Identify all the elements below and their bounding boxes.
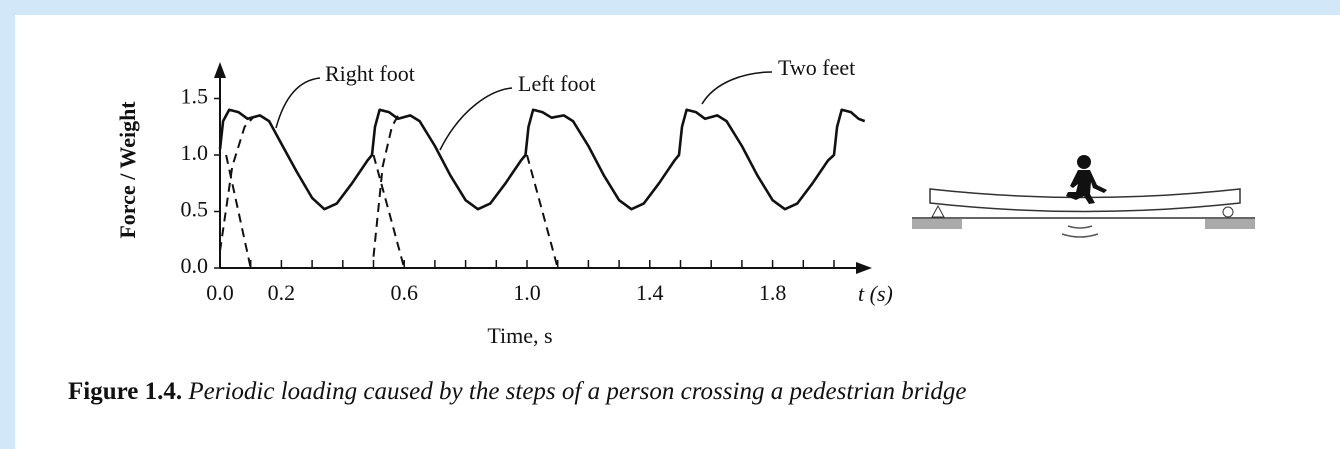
annotation: Right foot (325, 61, 415, 86)
caption-text: Periodic loading caused by the steps of … (188, 378, 967, 405)
x-tick-label: 1.4 (636, 280, 664, 305)
bridge-illustration (912, 155, 1255, 238)
line (219, 114, 399, 257)
leader (275, 77, 321, 129)
y-tick-label: 1.0 (181, 140, 209, 165)
x-axis-end-label: t (s) (858, 281, 893, 306)
x-tick-label: 1.0 (513, 280, 541, 305)
panel (15, 15, 1340, 449)
x-tick-label: 0.6 (390, 280, 418, 305)
y-tick-label: 0.5 (181, 197, 209, 222)
line (218, 108, 866, 211)
x-tick-label: 1.8 (759, 280, 787, 305)
line (225, 154, 559, 269)
leader (439, 87, 513, 151)
y-arrow (214, 62, 226, 78)
y-tick-label: 0.0 (181, 253, 209, 278)
x-axis-label: Time, s (487, 323, 552, 348)
annotation: Two feet (778, 55, 855, 80)
caption-label: Figure 1.4. (68, 378, 183, 405)
x-arrow (856, 262, 872, 274)
x-tick-label: 0.2 (268, 280, 296, 305)
x-tick-label: 0.0 (206, 280, 234, 305)
leader (701, 71, 773, 105)
annotation: Left foot (518, 71, 596, 96)
y-tick-label: 1.5 (181, 84, 209, 109)
caption: Figure 1.4. Periodic loading caused by t… (68, 378, 967, 406)
y-axis-label: Force / Weight (115, 101, 140, 239)
